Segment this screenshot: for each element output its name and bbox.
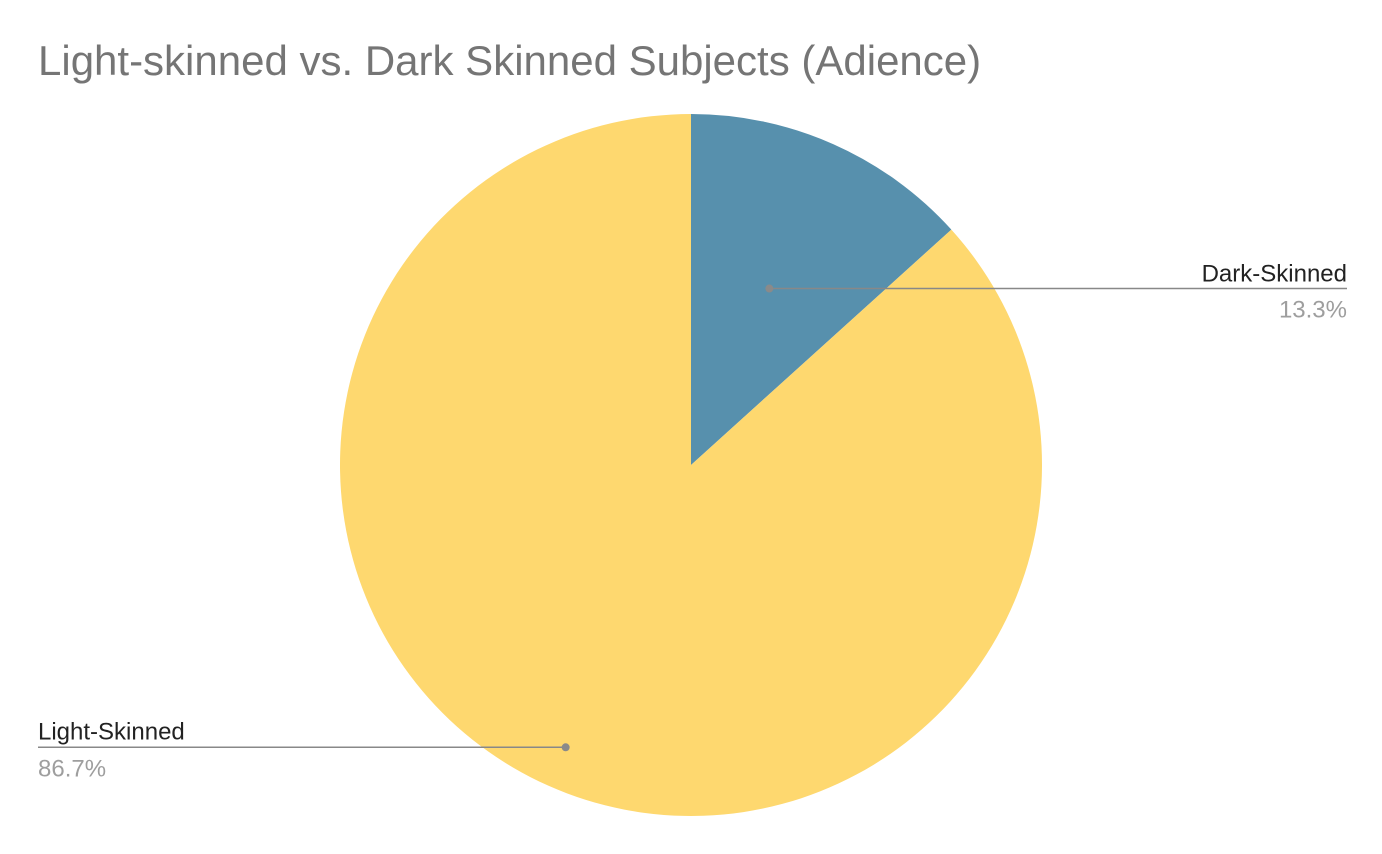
pie-slice-dark-skinned [691,114,952,465]
pie-slice-light-skinned [339,114,1043,817]
leader-dot-light-skinned [561,743,570,752]
slice-label-light-skinned: Light-Skinned [38,718,185,745]
slices-layer [339,114,1043,817]
labels-layer: Dark-Skinned 13.3% Light-Skinned 86.7% [38,261,1347,782]
slice-percent-dark-skinned: 13.3% [1279,297,1347,324]
leader-dot-dark-skinned [765,284,774,293]
chart-title: Light-skinned vs. Dark Skinned Subjects … [38,37,982,84]
slice-percent-light-skinned: 86.7% [38,755,106,782]
slice-label-dark-skinned: Dark-Skinned [1202,261,1347,288]
